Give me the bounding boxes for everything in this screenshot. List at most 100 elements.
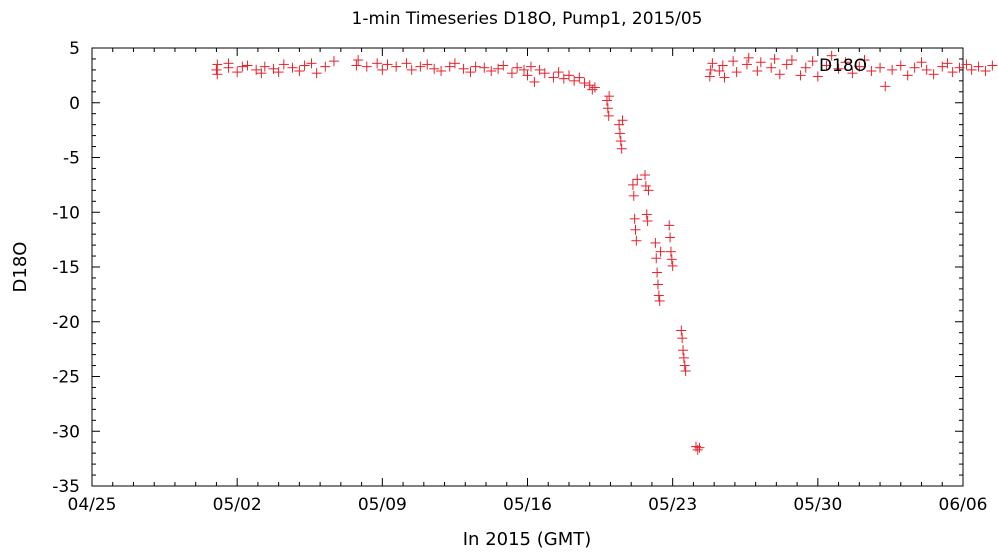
data-point [429,63,440,74]
data-point [278,59,289,70]
data-point [470,61,481,72]
data-point [640,170,651,181]
data-point [678,345,689,356]
data-point [980,65,991,76]
data-point [320,61,331,72]
data-point [774,69,785,80]
data-point [444,61,455,72]
y-tick-label: 0 [69,94,80,114]
data-point [937,61,948,72]
data-point [643,185,654,196]
y-tick-label: -5 [63,149,80,169]
data-point [642,216,653,227]
data-point [603,110,614,121]
data-point [311,68,322,79]
data-point [602,103,613,114]
data-point [604,91,615,102]
data-point [677,333,688,344]
data-point [755,57,766,68]
data-point [506,68,517,79]
data-point [667,260,678,271]
y-tick-label: -35 [52,477,80,497]
data-point [211,64,222,75]
data-point [589,82,600,93]
data-point [854,61,865,72]
x-tick-label: 06/06 [939,495,988,515]
data-point [786,55,797,66]
data-point [449,58,460,69]
data-point [615,136,626,147]
data-point [525,61,536,72]
data-point [237,61,248,72]
data-point [652,279,663,290]
y-axis-label: D18O [10,242,31,293]
data-point [351,60,362,71]
data-point [875,62,886,73]
data-point [361,61,372,72]
data-point [800,62,811,73]
data-point [717,60,728,71]
data-point [704,71,715,82]
data-point [563,70,574,81]
data-point [942,58,953,69]
data-point [666,254,677,265]
data-point [902,70,913,81]
data-point [807,56,818,67]
data-point [548,72,559,83]
data-point [616,143,627,154]
data-point [522,70,533,81]
data-point [752,65,763,76]
x-tick-label: 05/30 [793,495,842,515]
data-point [678,352,689,363]
x-axis-label: In 2015 (GMT) [463,529,592,550]
data-point [479,62,490,73]
minor-ticks [92,48,963,486]
plot-frame [91,47,964,487]
data-point [665,246,676,257]
data-point [847,68,858,79]
data-point [574,72,585,83]
data-point [268,63,279,74]
data-point [859,55,870,66]
data-point [436,65,447,76]
scatter-points [211,50,998,455]
data-point [632,174,643,185]
y-tick-label: -30 [52,422,80,442]
data-point [628,190,639,201]
data-point [833,63,844,74]
data-point [601,95,612,106]
data-point [654,295,665,306]
data-point [223,58,234,69]
data-point [655,246,666,257]
data-point [707,58,718,69]
x-tick-label: 05/23 [648,495,697,515]
legend: D18O [819,56,867,76]
data-point [569,75,580,86]
data-point [961,59,972,70]
data-point [391,61,402,72]
data-point [328,56,339,67]
data-point [294,65,305,76]
data-point [651,253,662,264]
data-point [665,232,676,243]
data-point [826,50,837,61]
data-point [653,290,664,301]
data-point [558,73,569,84]
y-tick-label: -25 [52,368,80,388]
data-point [529,76,540,87]
data-point [534,64,545,75]
data-point [921,64,932,75]
data-point [895,60,906,71]
data-point [954,62,965,73]
chart-title: 1-min Timeseries D18O, Pump1, 2015/05 [352,9,703,29]
data-point [947,67,958,78]
data-point [694,442,705,453]
data-point [353,55,364,66]
data-point [769,53,780,64]
data-point [587,84,598,95]
data-point [630,224,641,235]
data-point [973,61,984,72]
data-point [664,220,675,231]
data-point [256,68,267,79]
data-point [415,61,426,72]
